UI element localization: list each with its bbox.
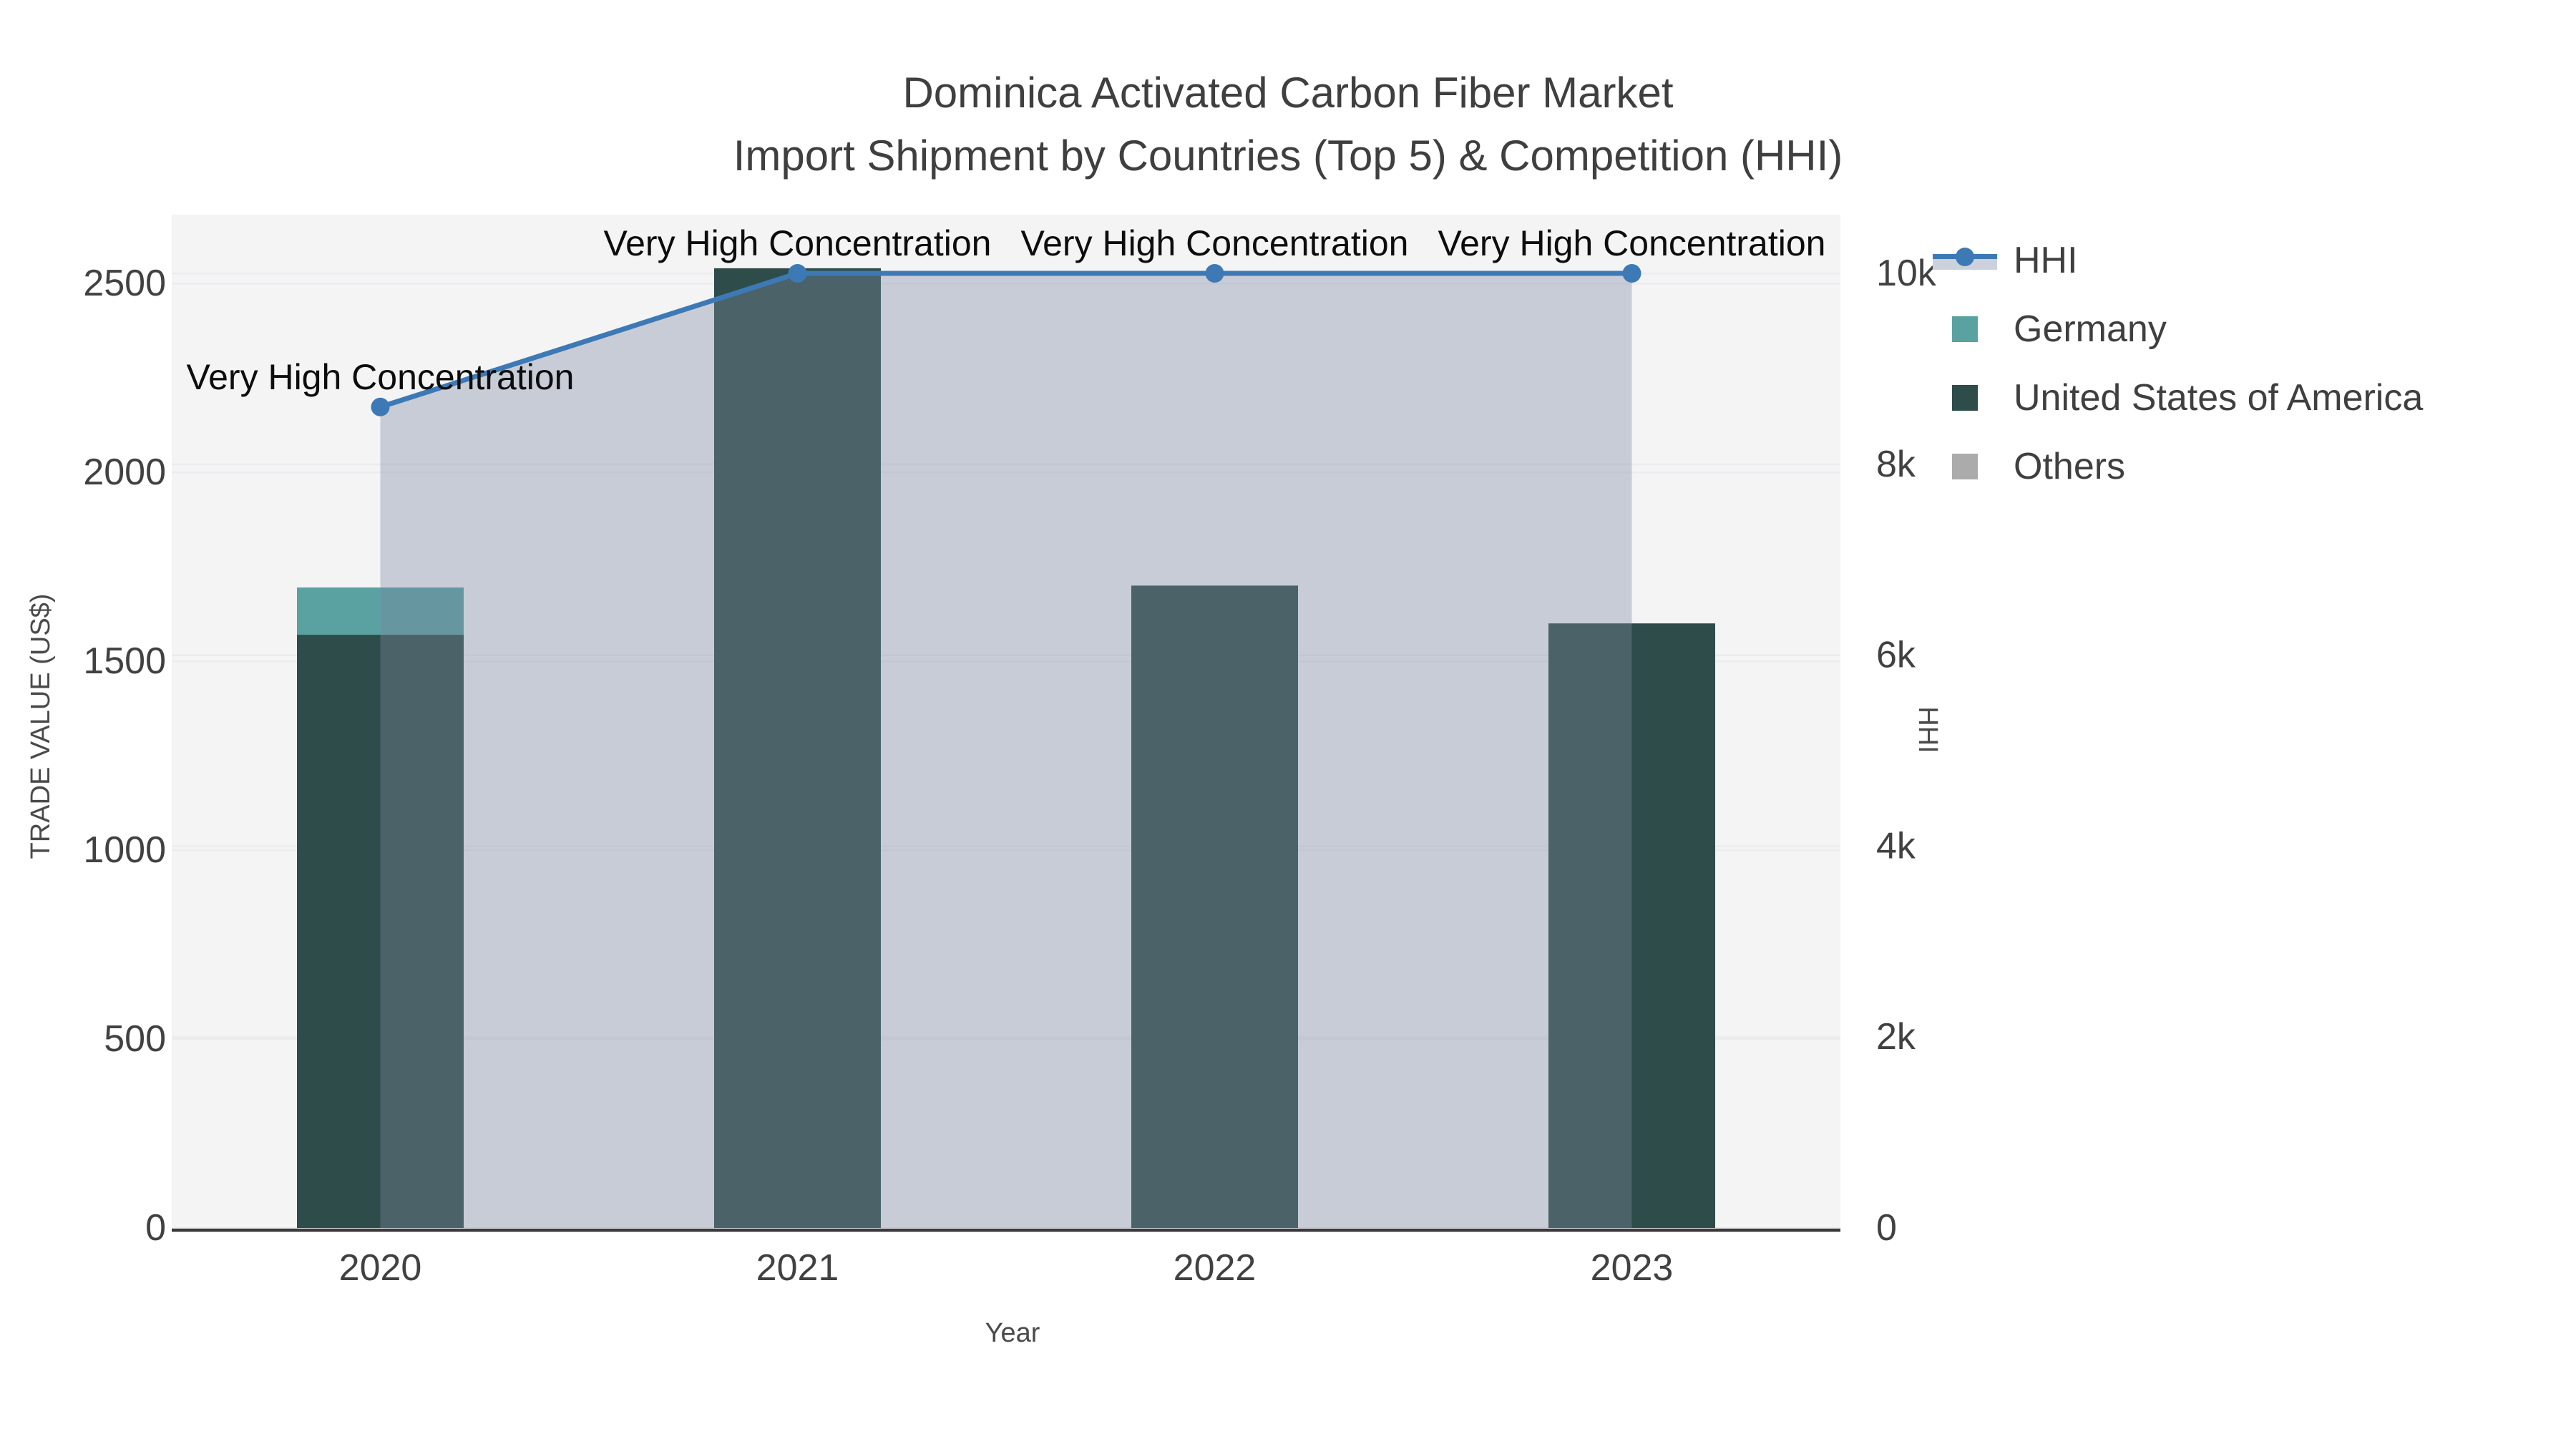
annotation-label: Very High Concentration bbox=[187, 357, 575, 397]
gridline-left bbox=[172, 1038, 1840, 1040]
gridline-right bbox=[172, 1036, 1840, 1038]
gridline-right bbox=[172, 654, 1840, 656]
x-tick-label: 2023 bbox=[1591, 1247, 1674, 1289]
legend-label-germany: Germany bbox=[2014, 308, 2167, 350]
bar-segment-united-states-of-america-2020 bbox=[297, 635, 464, 1228]
x-tick-label: 2022 bbox=[1174, 1247, 1257, 1289]
bar-segment-united-states-of-america-2021 bbox=[714, 268, 881, 1228]
hhi-line bbox=[379, 270, 1632, 410]
annotation-label: Very High Concentration bbox=[1438, 223, 1826, 263]
chart-title-line2: Import Shipment by Countries (Top 5) & C… bbox=[733, 132, 1843, 180]
hhi-marker-2020 bbox=[371, 397, 390, 416]
x-tick-label: 2021 bbox=[756, 1247, 839, 1289]
chart-title: Dominica Activated Carbon Fiber Market I… bbox=[0, 62, 2576, 187]
bar-segment-united-states-of-america-2022 bbox=[1131, 585, 1298, 1228]
y-right-tick-label: 10k bbox=[1876, 253, 1937, 294]
gridline-right bbox=[172, 463, 1840, 466]
y-left-tick-label: 1500 bbox=[83, 640, 166, 682]
germany-swatch-icon bbox=[1952, 316, 1978, 342]
y-axis-title-left: TRADE VALUE (US$) bbox=[26, 594, 56, 859]
hhi-area-fill bbox=[380, 273, 1632, 1228]
x-axis-line bbox=[172, 1229, 1840, 1232]
hhi-marker-dot-icon bbox=[1956, 248, 1974, 266]
gridline-right bbox=[172, 1227, 1840, 1229]
gridline-left bbox=[172, 660, 1840, 663]
y-left-tick-label: 1000 bbox=[83, 829, 166, 871]
y-right-tick-label: 2k bbox=[1876, 1016, 1916, 1058]
bar-segment-germany-2020 bbox=[297, 587, 464, 635]
legend-label-others: Others bbox=[2014, 446, 2126, 487]
annotation-label: Very High Concentration bbox=[1021, 223, 1409, 263]
bar-segment-united-states-of-america-2023 bbox=[1548, 623, 1715, 1228]
x-axis-title: Year bbox=[985, 1318, 1040, 1348]
hhi-marker-2022 bbox=[1205, 264, 1224, 283]
hhi-marker-2021 bbox=[788, 264, 807, 283]
hhi-line-marker-icon bbox=[1932, 226, 1998, 295]
y-right-tick-label: 8k bbox=[1876, 444, 1916, 485]
gridline-left bbox=[172, 283, 1840, 285]
legend-item-hhi[interactable]: HHI bbox=[1932, 226, 2423, 295]
y-left-tick-label: 2500 bbox=[83, 263, 166, 304]
legend-item-usa[interactable]: United States of America bbox=[1932, 364, 2423, 432]
legend: HHI Germany United States of America Oth… bbox=[1932, 226, 2423, 501]
gridline-right bbox=[172, 845, 1840, 847]
y-right-tick-label: 4k bbox=[1876, 825, 1916, 867]
annotation-label: Very High Concentration bbox=[604, 223, 992, 263]
x-tick-label: 2020 bbox=[339, 1247, 422, 1289]
legend-item-germany[interactable]: Germany bbox=[1932, 295, 2423, 364]
gridline-left bbox=[172, 472, 1840, 474]
chart-title-line1: Dominica Activated Carbon Fiber Market bbox=[902, 69, 1674, 117]
legend-label-hhi: HHI bbox=[2014, 240, 2078, 281]
others-swatch-icon bbox=[1952, 454, 1978, 479]
usa-swatch-icon bbox=[1952, 385, 1978, 411]
legend-label-usa: United States of America bbox=[2014, 377, 2424, 419]
y-right-tick-label: 6k bbox=[1876, 635, 1916, 676]
y-left-tick-label: 500 bbox=[104, 1018, 166, 1060]
gridline-left bbox=[172, 849, 1840, 852]
y-left-tick-label: 2000 bbox=[83, 452, 166, 493]
legend-item-others[interactable]: Others bbox=[1932, 432, 2423, 501]
y-axis-title-right: HHI bbox=[1913, 706, 1943, 753]
y-left-tick-label: 0 bbox=[145, 1207, 166, 1249]
hhi-marker-2023 bbox=[1622, 264, 1641, 283]
y-right-tick-label: 0 bbox=[1876, 1207, 1897, 1249]
